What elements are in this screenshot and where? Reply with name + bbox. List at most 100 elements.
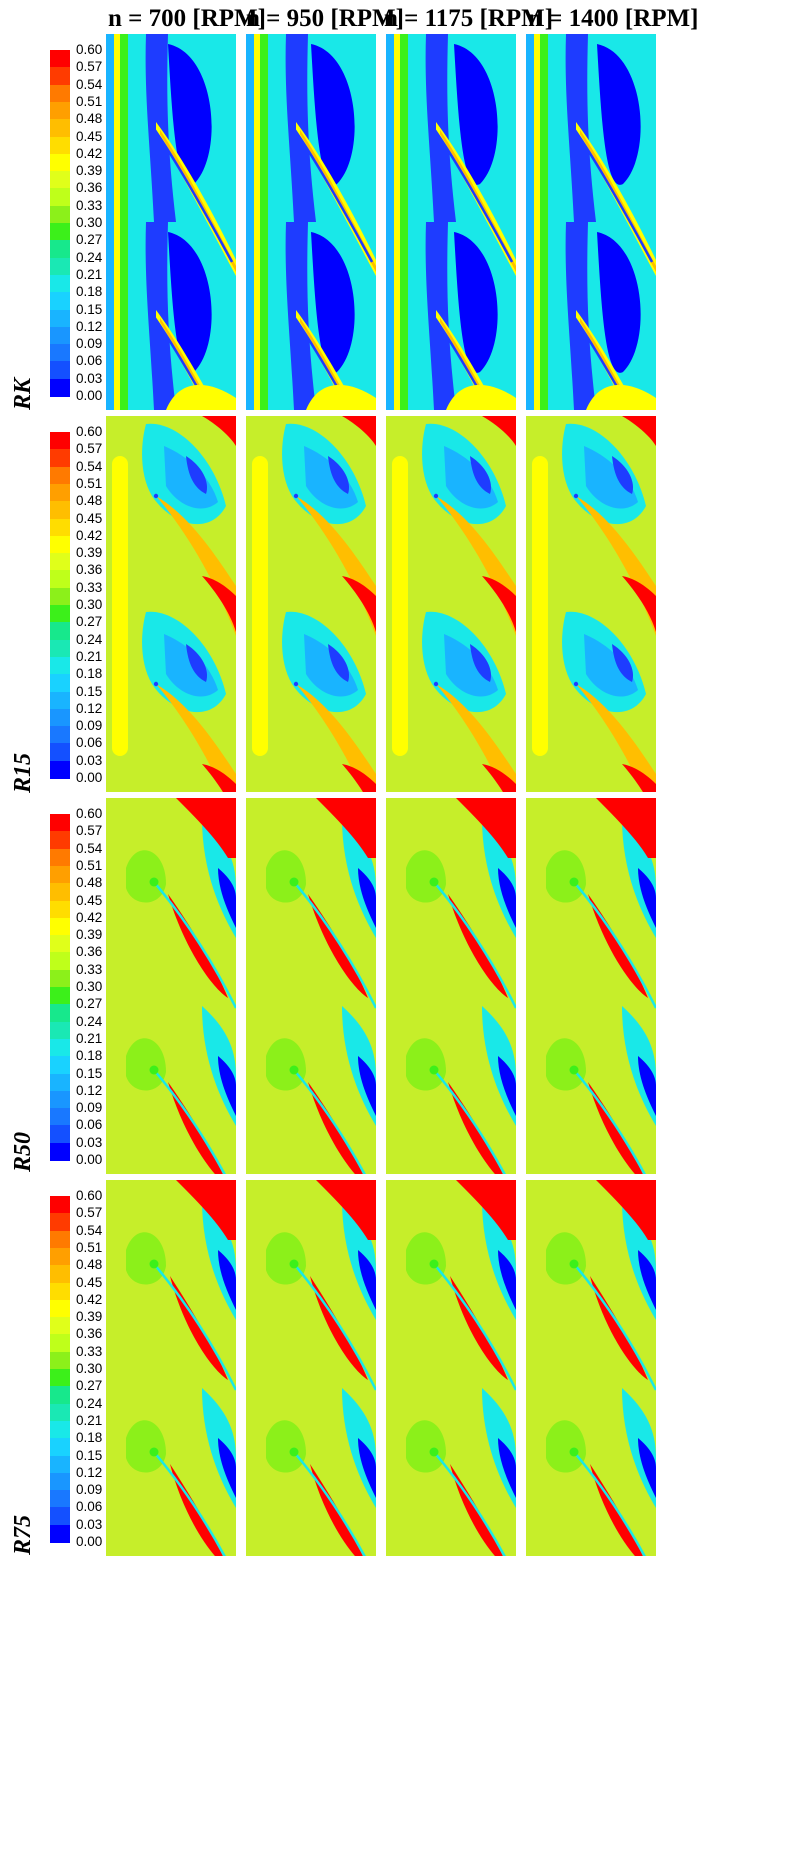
colorbar-tick-label: 0.36 <box>76 180 103 196</box>
inlet-streak <box>394 34 402 410</box>
contour-panel-r4-c3 <box>386 1180 516 1556</box>
inlet-streak-2 <box>400 34 408 410</box>
contour-plot <box>106 798 236 1174</box>
colorbar-swatch <box>50 917 70 936</box>
colorbar-swatch <box>50 1438 70 1457</box>
colorbar-swatch <box>50 188 70 207</box>
colorbar-swatch <box>50 432 70 450</box>
recirculation-zone <box>597 232 641 373</box>
blade-jet-peak <box>202 764 236 792</box>
colorbar-tick-label: 0.57 <box>76 441 103 457</box>
colorbar-swatch <box>50 814 70 832</box>
colorbar-tick-label: 0.57 <box>76 59 103 75</box>
contour-panel-r2-c2 <box>246 416 376 792</box>
colorbar <box>50 814 70 1161</box>
colorbar-tick-label: 0.18 <box>76 284 103 300</box>
colorbar-tick-label: 0.57 <box>76 1205 103 1221</box>
blade-jet <box>436 496 516 636</box>
low-velocity-core <box>584 634 638 697</box>
colorbar-tick-label: 0.15 <box>76 683 103 699</box>
colorbar-tick-label: 0.45 <box>76 510 103 526</box>
colorbar-swatch <box>50 605 70 623</box>
contour-panel-r4-c1 <box>106 1180 236 1556</box>
min-velocity-pocket <box>470 456 492 494</box>
colorbar-swatch <box>50 708 70 727</box>
colorbar-swatch <box>50 622 70 641</box>
inlet-streak-2 <box>260 34 268 410</box>
colorbar-tick-label: 0.12 <box>76 318 103 334</box>
blade-leading-edge <box>429 877 439 887</box>
colorbar-tick-label: 0.24 <box>76 1013 103 1029</box>
blade-surface <box>293 1263 376 1391</box>
column-title-700: n = 700 [RPM] <box>108 2 266 36</box>
colorbar-swatch <box>50 1056 70 1075</box>
colorbar-swatch <box>50 309 70 328</box>
blade-surface <box>293 1069 366 1174</box>
blade-surface <box>573 1263 656 1391</box>
colorbar-swatch <box>50 1021 70 1040</box>
colorbar-swatch <box>50 1524 70 1543</box>
min-velocity-pocket <box>186 644 208 682</box>
colorbar-tick-label: 0.21 <box>76 1412 103 1428</box>
blade-jet-peak <box>342 576 376 632</box>
contour-panel-r4-c2 <box>246 1180 376 1556</box>
blade-leading-edge <box>569 1065 579 1075</box>
top-peak <box>622 416 656 446</box>
blade-leading-edge <box>149 1259 159 1269</box>
colorbar-swatch <box>50 1455 70 1474</box>
blade-jet <box>156 684 236 792</box>
inlet-high-band <box>392 456 408 756</box>
blade-jet-peak <box>482 576 516 632</box>
outlet-band <box>586 384 656 410</box>
colorbar-swatch <box>50 587 70 606</box>
colorbar-tick-label: 0.03 <box>76 370 103 386</box>
blade-jet-peak <box>202 576 236 632</box>
colorbar-swatch <box>50 1420 70 1439</box>
colorbar-swatch <box>50 639 70 658</box>
contour-plot <box>386 416 516 792</box>
colorbar-tick-label: 0.27 <box>76 614 103 630</box>
colorbar-tick-label: 0.39 <box>76 1309 103 1325</box>
hub-region <box>546 1232 586 1285</box>
suction-min-zone <box>358 868 376 928</box>
hub-region <box>406 1232 446 1285</box>
colorbar-tick-label: 0.51 <box>76 475 103 491</box>
top-peak <box>176 1180 236 1240</box>
colorbar-tick-label: 0.30 <box>76 597 103 612</box>
colorbar-tick-label: 0.42 <box>76 527 103 543</box>
blade-leading-edge <box>149 877 159 887</box>
blade-surface <box>293 881 376 1009</box>
blade-leading-edge <box>569 877 579 887</box>
colorbar-tick-label: 0.06 <box>76 1499 103 1515</box>
top-peak <box>456 1180 516 1240</box>
row-label-r75: R75 <box>10 1514 36 1555</box>
blade-leading-edge <box>293 681 299 687</box>
colorbar-swatch <box>50 987 70 1005</box>
contour-panel-r1-c3 <box>386 34 516 410</box>
colorbar-tick-label: 0.33 <box>76 197 103 213</box>
colorbar-tick-label: 0.12 <box>76 700 103 716</box>
suction-min-zone <box>358 1438 376 1498</box>
colorbar-tick-label: 0.00 <box>76 770 103 785</box>
colorbar-tick-label: 0.03 <box>76 1134 103 1150</box>
top-peak <box>316 1180 376 1240</box>
colorbar-tick-label: 0.24 <box>76 631 103 647</box>
colorbar <box>50 432 70 779</box>
hub-region <box>126 1232 166 1285</box>
suction-min-zone <box>218 1250 236 1310</box>
contour-plot <box>386 798 516 1174</box>
contour-panel-r1-c4 <box>526 34 656 410</box>
contour-plot <box>526 798 656 1174</box>
blade-leading-edge <box>289 877 299 887</box>
colorbar-tick-label: 0.33 <box>76 1343 103 1359</box>
contour-plot <box>526 1180 656 1556</box>
colorbar-tick-label: 0.24 <box>76 1395 103 1411</box>
blade-leading-edge <box>289 1259 299 1269</box>
low-velocity-core <box>145 34 176 222</box>
colorbar-swatch <box>50 969 70 988</box>
suction-min-zone <box>638 868 656 928</box>
blade-surface <box>573 881 656 1009</box>
suction-min-zone <box>638 1056 656 1116</box>
outlet-band <box>306 384 376 410</box>
suction-min-zone <box>218 1056 236 1116</box>
